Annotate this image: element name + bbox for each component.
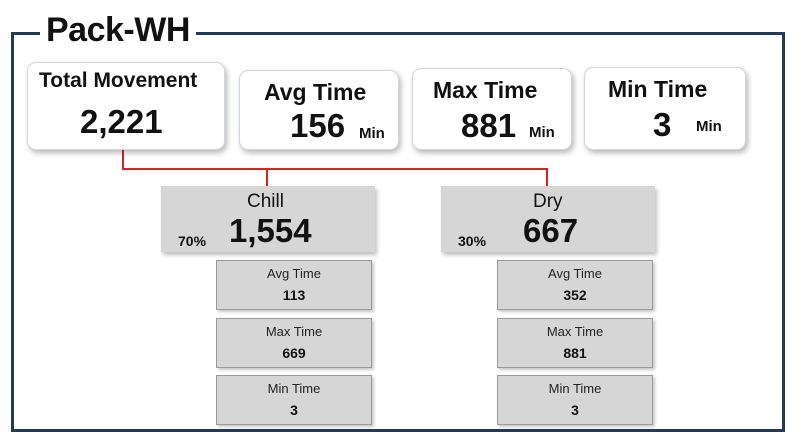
connector-vertical-dry [546,168,548,188]
chill-avg-time-label: Avg Time [267,266,321,281]
dry-avg-time: Avg Time 352 [497,260,653,310]
connector-vertical-chill [266,168,268,188]
min-time-unit: Min [696,118,722,135]
dry-max-time: Max Time 881 [497,318,653,368]
connector-horizontal [122,168,548,170]
segment-chill-name: Chill [247,191,284,212]
total-movement-value: 2,221 [80,103,163,140]
avg-time-label: Avg Time [264,79,367,105]
chill-max-time-label: Max Time [265,324,323,339]
segment-dry-name: Dry [533,191,563,212]
chill-min-time-label: Min Time [267,381,321,396]
max-time-label: Max Time [433,77,538,103]
segment-dry-percent: 30% [458,233,487,249]
connector-vertical-total [122,150,124,170]
chill-avg-time: Avg Time 113 [216,260,372,310]
dry-min-time-label: Min Time [548,381,602,396]
max-time-value: 881 [461,107,517,144]
chill-min-time-value: 3 [290,402,298,418]
total-movement-card: Total Movement 2,221 [27,62,225,150]
segment-chill-value: 1,554 [229,212,312,249]
dry-min-time-value: 3 [571,402,579,418]
min-time-label: Min Time [608,76,708,102]
dry-avg-time-value: 352 [563,287,587,303]
min-time-value: 3 [653,106,672,143]
avg-time-unit: Min [359,125,385,142]
avg-time-value: 156 [290,107,346,144]
dry-min-time: Min Time 3 [497,375,653,425]
page-title: Pack-WH [40,8,196,52]
chill-max-time: Max Time 669 [216,318,372,368]
dashboard-frame [11,32,785,432]
dry-max-time-value: 881 [563,345,587,361]
chill-max-time-value: 669 [282,345,306,361]
dry-max-time-label: Max Time [546,324,604,339]
segment-chill-percent: 70% [178,233,207,249]
max-time-card: Max Time 881 Min [412,68,572,150]
segment-dry-value: 667 [523,212,579,249]
chill-avg-time-value: 113 [282,287,306,303]
total-movement-label: Total Movement [39,69,198,92]
segment-chill: Chill 70% 1,554 [161,186,375,252]
avg-time-card: Avg Time 156 Min [239,70,399,150]
min-time-card: Min Time 3 Min [584,67,746,150]
segment-dry: Dry 30% 667 [441,186,655,252]
max-time-unit: Min [529,124,555,141]
dry-avg-time-label: Avg Time [548,266,602,281]
chill-min-time: Min Time 3 [216,375,372,425]
